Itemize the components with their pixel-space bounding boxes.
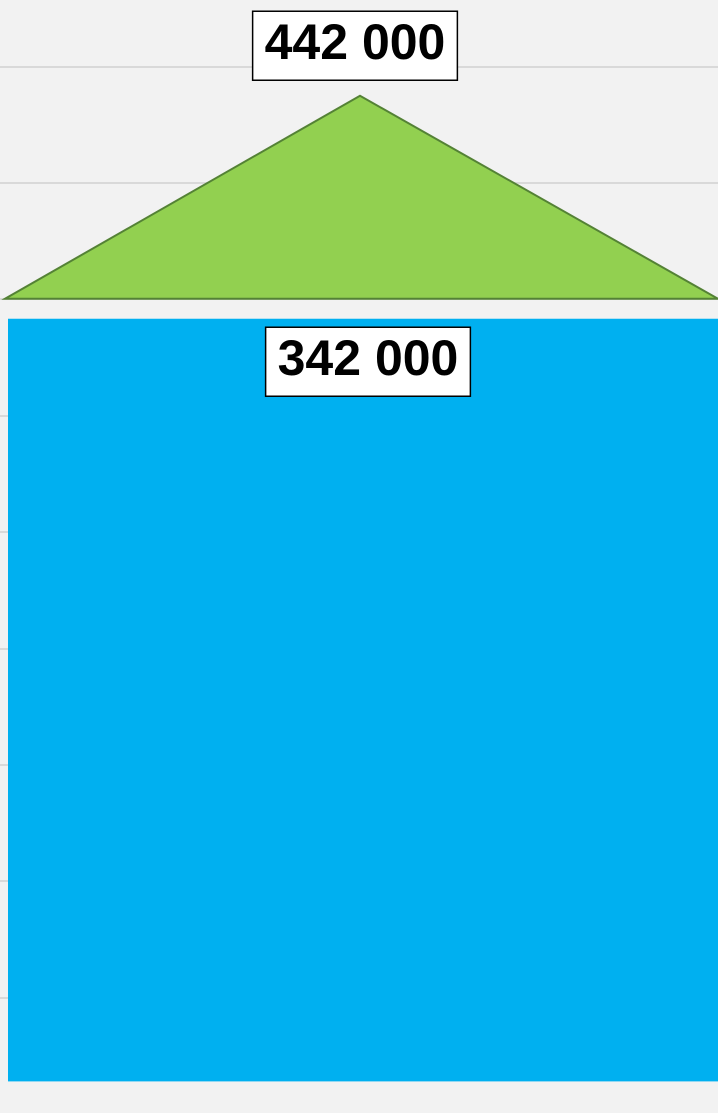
data-label: 442 000 bbox=[265, 14, 446, 70]
data-label-box bbox=[264, 326, 472, 397]
data-label: 342 000 bbox=[278, 330, 459, 386]
target-marker bbox=[1, 94, 718, 300]
bar bbox=[8, 318, 718, 1082]
data-label-box bbox=[251, 10, 459, 81]
